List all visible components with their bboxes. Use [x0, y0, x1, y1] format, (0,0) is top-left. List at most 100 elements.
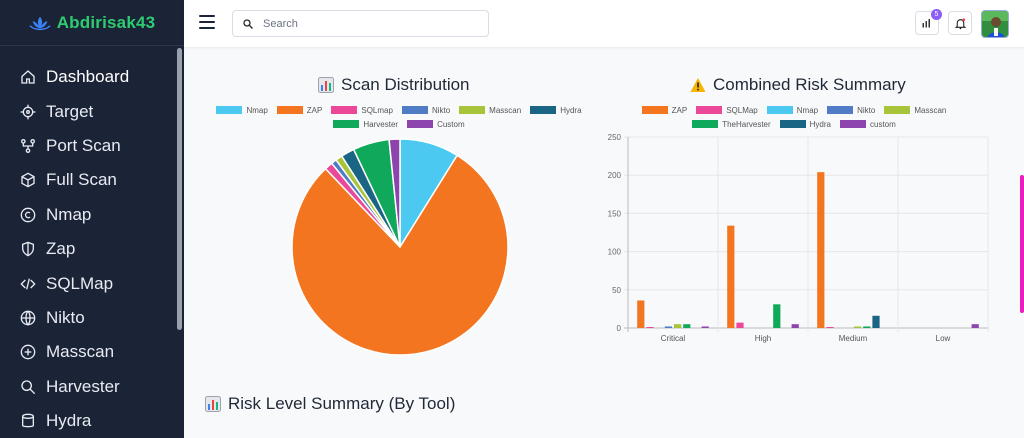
code-icon [20, 276, 36, 292]
sidebar-item-port-scan[interactable]: Port Scan [0, 129, 184, 163]
legend-label: Custom [437, 119, 465, 129]
sidebar-item-label: Nikto [46, 307, 85, 327]
stats-button[interactable]: 5 [915, 9, 942, 35]
legend-swatch [401, 106, 428, 114]
sidebar-item-label: Target [46, 101, 94, 121]
legend-swatch [840, 120, 866, 128]
legend-label: Masscan [489, 105, 522, 115]
sidebar-item-label: Masscan [46, 342, 115, 362]
legend-item[interactable]: Masscan [459, 105, 521, 115]
legend-item[interactable]: ZAP [641, 105, 687, 115]
notification-button[interactable] [948, 11, 972, 35]
bar-zap-high[interactable] [727, 225, 735, 328]
legend-swatch [216, 106, 243, 114]
sidebar-item-sqlmap[interactable]: SQLMap [0, 266, 184, 300]
legend-item[interactable]: SQLMap [696, 105, 758, 115]
notification-count-badge: 5 [931, 9, 942, 20]
legend-swatch [692, 120, 719, 128]
legend-swatch [333, 120, 360, 128]
page-scrollbar[interactable] [1020, 175, 1024, 313]
risk-summary-title-text: Combined Risk Summary [713, 75, 906, 94]
bar-theharvester-high[interactable] [773, 304, 781, 328]
legend-swatch [827, 106, 854, 114]
legend-label: SQLMap [726, 105, 758, 115]
legend-item[interactable]: SQLmap [331, 105, 393, 115]
bar-chart-icon [922, 19, 930, 28]
sidebar-item-dashboard[interactable]: Dashboard [0, 60, 184, 94]
bar-theharvester-medium[interactable] [863, 326, 871, 328]
legend-item[interactable]: TheHarvester [692, 119, 771, 129]
search-input[interactable] [263, 17, 488, 30]
sidebar-item-hydra[interactable]: Hydra [0, 404, 184, 438]
bar-sqlmap-medium[interactable] [826, 327, 834, 328]
chart-emoji-icon [318, 77, 334, 93]
risk-by-tool-title: Risk Level Summary (By Tool) [205, 394, 455, 414]
top-header: 5 [184, 0, 1024, 47]
bar-zap-medium[interactable] [817, 172, 825, 328]
legend-item[interactable]: Masscan [884, 105, 946, 115]
bell-icon [954, 17, 966, 29]
bar-zap-critical[interactable] [637, 300, 645, 328]
brand[interactable]: Abdirisak43 [0, 0, 184, 46]
sidebar-scrollbar[interactable] [177, 48, 182, 330]
box-icon [20, 172, 36, 188]
legend-item[interactable]: Hydra [530, 105, 582, 115]
legend-label: TheHarvester [722, 119, 771, 129]
sidebar-item-full-scan[interactable]: Full Scan [0, 163, 184, 197]
sidebar-item-label: Dashboard [46, 67, 130, 87]
legend-item[interactable]: Nmap [766, 105, 819, 115]
pie-slice-zap[interactable] [291, 154, 509, 356]
legend-label: SQLmap [361, 105, 393, 115]
scan-distribution-pie-chart [291, 138, 509, 356]
bar-sqlmap-critical[interactable] [646, 327, 654, 328]
legend-label: Hydra [560, 105, 582, 115]
legend-item[interactable]: Custom [407, 119, 465, 129]
sidebar-item-label: SQLMap [46, 273, 114, 293]
x-tick-label: Medium [839, 334, 868, 343]
legend-swatch [407, 120, 434, 128]
legend-item[interactable]: Nikto [401, 105, 450, 115]
crosshair-icon [20, 104, 36, 120]
sidebar-item-target[interactable]: Target [0, 94, 184, 128]
pie-slice-custom[interactable] [388, 138, 401, 248]
warning-icon [690, 78, 706, 92]
sidebar-item-masscan[interactable]: Masscan [0, 335, 184, 369]
menu-toggle-button[interactable] [199, 15, 215, 29]
bar-sqlmap-high[interactable] [736, 322, 744, 328]
x-tick-label: High [755, 334, 771, 343]
user-avatar[interactable] [981, 10, 1009, 38]
bar-custom-critical[interactable] [701, 326, 709, 328]
legend-swatch [641, 106, 668, 114]
sidebar-item-label: Hydra [46, 411, 92, 431]
legend-item[interactable]: Harvester [333, 119, 398, 129]
legend-swatch [696, 106, 723, 114]
sidebar-item-label: Zap [46, 239, 76, 259]
bar-theharvester-critical[interactable] [683, 324, 691, 328]
bar-custom-high[interactable] [791, 324, 799, 328]
legend-item[interactable]: Nmap [216, 105, 268, 115]
legend-item[interactable]: Nikto [827, 105, 875, 115]
scan-distribution-title: Scan Distribution [318, 75, 470, 95]
y-tick-label: 100 [608, 248, 622, 257]
sidebar-item-nmap[interactable]: Nmap [0, 198, 184, 232]
sidebar-item-zap[interactable]: Zap [0, 232, 184, 266]
bar-custom-low[interactable] [971, 324, 979, 328]
y-tick-label: 250 [608, 133, 622, 142]
legend-item[interactable]: ZAP [276, 105, 322, 115]
sidebar-item-nikto[interactable]: Nikto [0, 301, 184, 335]
bar-masscan-critical[interactable] [674, 324, 682, 328]
legend-swatch [779, 120, 806, 128]
sidebar-item-label: Nmap [46, 204, 92, 224]
search-box[interactable] [232, 10, 489, 37]
risk-by-tool-title-text: Risk Level Summary (By Tool) [228, 394, 456, 413]
bar-nikto-critical[interactable] [664, 326, 672, 328]
sidebar-item-harvester[interactable]: Harvester [0, 370, 184, 404]
bar-masscan-medium[interactable] [854, 326, 862, 328]
x-tick-label: Low [936, 334, 951, 343]
search-icon [20, 379, 36, 395]
legend-item[interactable]: custom [840, 119, 896, 129]
bar-hydra-medium[interactable] [872, 315, 880, 328]
brand-name: Abdirisak43 [56, 12, 156, 32]
legend-label: Nmap [796, 105, 819, 115]
legend-item[interactable]: Hydra [779, 119, 831, 129]
